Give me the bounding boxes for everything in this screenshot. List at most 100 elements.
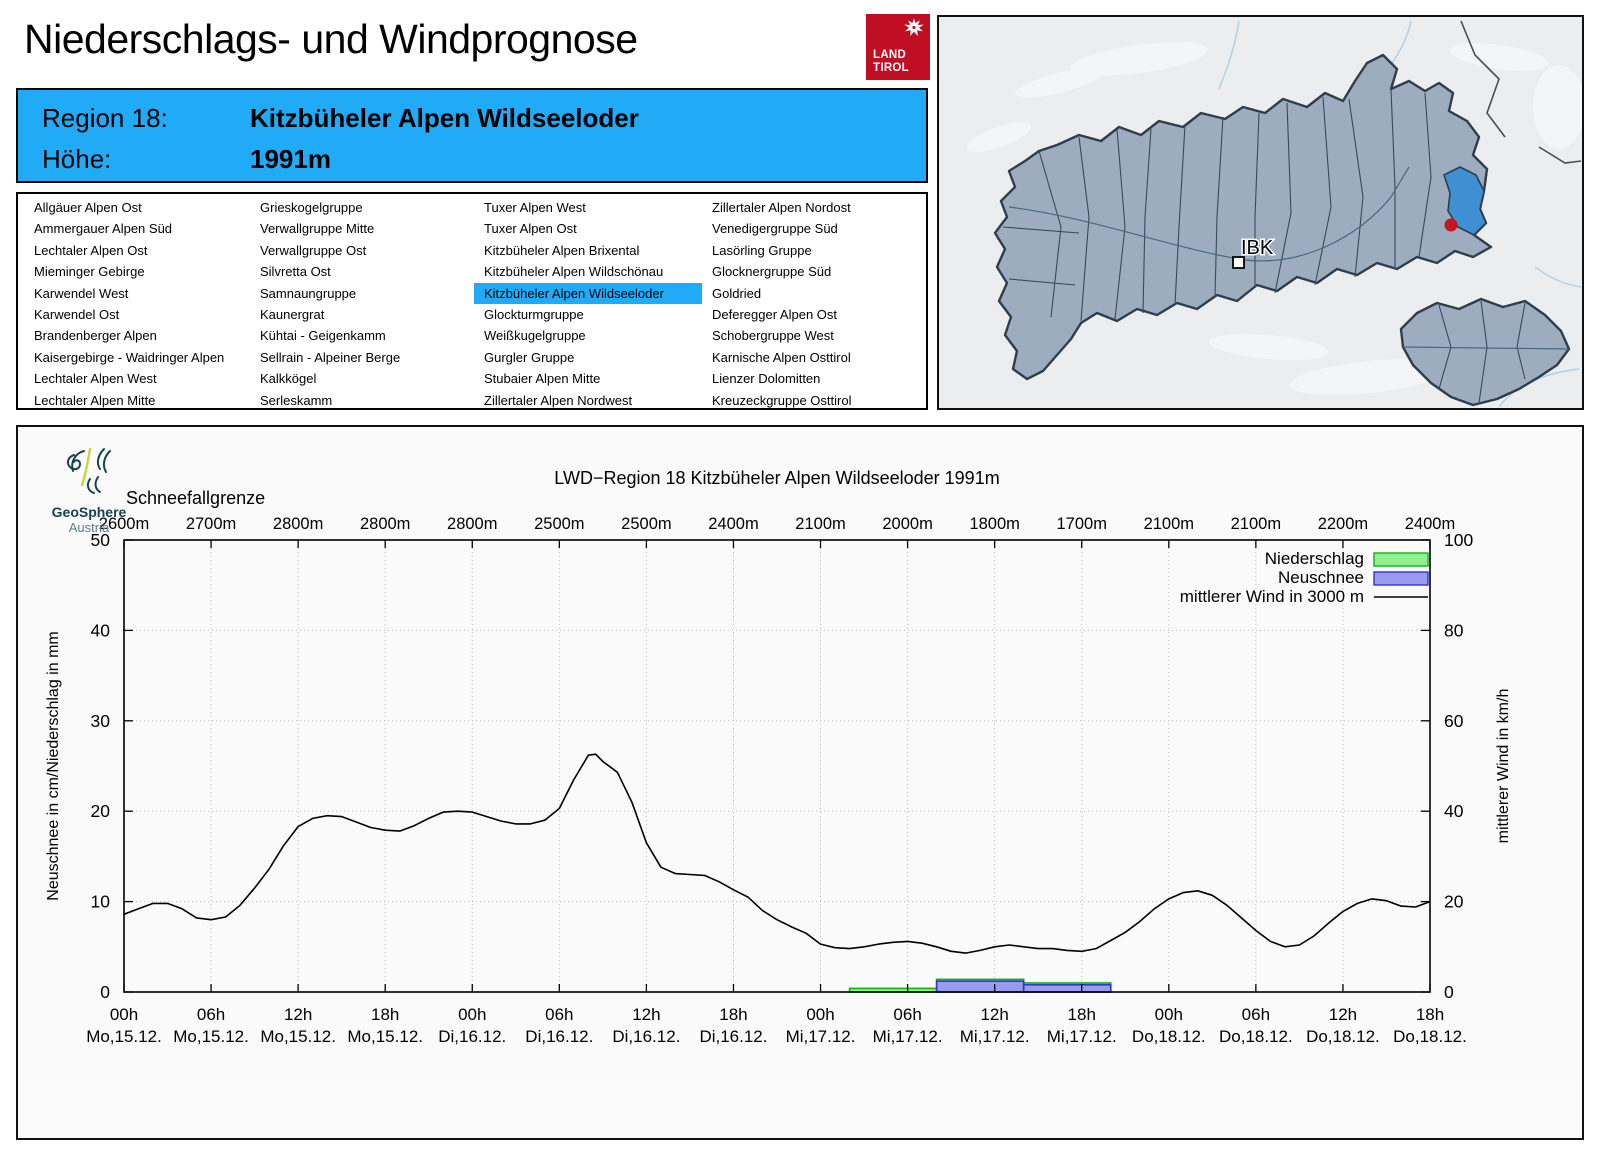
y-axis-left-tick-label: 0 [100,982,110,1002]
region-list-item[interactable]: Kitzbüheler Alpen Wildschönau [484,264,664,280]
region-list-item[interactable]: Weißkugelgruppe [484,328,586,344]
y-axis-left-tick-label: 50 [91,530,111,550]
y-axis-right-tick-label: 80 [1444,620,1464,640]
region-list-item[interactable]: Kaunergrat [260,306,325,322]
x-axis-hour-label: 00h [806,1005,834,1024]
region-list-item[interactable]: Silvretta Ost [260,264,331,280]
x-axis-hour-label: 06h [197,1005,225,1024]
region-list-item[interactable]: Kalkkögel [260,371,317,387]
region-list-item[interactable]: Lechtaler Alpen Ost [34,242,148,258]
x-axis-hour-label: 00h [458,1005,486,1024]
x-axis-hour-label: 06h [893,1005,921,1024]
region-list-item[interactable]: Tuxer Alpen West [484,200,586,215]
x-axis-hour-label: 06h [545,1005,573,1024]
region-list-item[interactable]: Karwendel Ost [34,306,120,322]
region-list-item[interactable]: Schobergruppe West [712,328,834,344]
map-region-highlighted [1443,166,1487,236]
region-list-item[interactable]: Mieminger Gebirge [34,264,145,280]
region-list-item[interactable]: Kreuzeckgruppe Osttirol [712,392,852,408]
region-list-item[interactable]: Goldried [712,285,762,301]
y-axis-left-tick-label: 10 [91,892,111,912]
legend-label: Neuschnee [1278,568,1364,587]
legend-swatch-niederschlag [1373,552,1429,567]
region-label: Region 18: [42,103,168,133]
snowline-value: 2100m [1144,515,1194,533]
region-list-item[interactable]: Tuxer Alpen Ost [484,221,577,237]
region-list-item[interactable]: Verwallgruppe Mitte [260,221,375,237]
region-list-item[interactable]: Lasörling Gruppe [712,242,812,258]
snowline-value: 2500m [621,515,671,533]
region-list-item[interactable]: Deferegger Alpen Ost [712,306,838,322]
region-list-item[interactable]: Karnische Alpen Osttirol [712,349,851,365]
geosphere-logo: GeoSphere Austria [34,445,144,535]
snowline-value: 2800m [360,515,410,533]
region-list-item[interactable]: Lechtaler Alpen West [34,371,157,387]
region-name: Kitzbüheler Alpen Wildseeloder [250,103,639,133]
region-list-item[interactable]: Stubaier Alpen Mitte [484,371,601,387]
snowline-value: 1700m [1057,515,1107,533]
forecast-chart-panel: GeoSphere Austria LWD−Region 18 Kitzbühe… [16,425,1584,1140]
region-list-item[interactable]: Serleskamm [260,392,333,408]
region-list-item[interactable]: Lechtaler Alpen Mitte [34,392,156,408]
region-header-box: Region 18: Kitzbüheler Alpen Wildseelode… [16,88,928,183]
y-axis-right-tick-label: 40 [1444,801,1464,821]
region-list-item[interactable]: Grieskogelgruppe [260,200,363,215]
snowline-label: Schneefallgrenze [126,488,265,508]
region-list-item[interactable]: Verwallgruppe Ost [260,242,367,258]
x-axis-hour-label: 06h [1242,1005,1270,1024]
region-list-item-selected[interactable]: Kitzbüheler Alpen Wildseeloder [474,282,702,304]
tirol-eagle-icon [904,18,924,36]
tirol-map: IBK [937,15,1585,410]
wind-line [123,753,1431,954]
x-axis-date-label: Mi,17.12. [960,1027,1030,1046]
region-list-item[interactable]: Glockturmgruppe [484,306,584,322]
y-axis-right-tick-label: 100 [1444,530,1473,550]
region-list-item[interactable]: Ammergauer Alpen Süd [34,221,173,237]
region-list-item[interactable]: Brandenberger Alpen [34,328,157,344]
x-axis-hour-label: 18h [1068,1005,1096,1024]
region-list-item[interactable]: Samnaungruppe [260,285,357,301]
ibk-marker [1232,256,1245,269]
land-tirol-logo: LAND TIROL [866,14,930,80]
snowline-value: 2100m [795,515,845,533]
region-list-item[interactable]: Venedigergruppe Süd [712,221,838,237]
x-axis-hour-label: 18h [1416,1005,1444,1024]
region-list-box: Allgäuer Alpen Ost Ammergauer Alpen Süd Le… [16,192,928,410]
region-list-item[interactable]: Kühtai - Geigenkamm [260,328,386,344]
y-axis-left-tick-label: 40 [91,620,111,640]
x-axis-date-label: Mo,15.12. [86,1027,162,1046]
y-axis-right-title: mittlerer Wind in km/h [1495,689,1512,844]
x-axis-date-label: Mi,17.12. [873,1027,943,1046]
region-list-item[interactable]: Glocknergruppe Süd [712,264,832,280]
tirol-logo-line1: LAND [873,49,907,61]
region-list-item[interactable]: Sellrain - Alpeiner Berge [260,349,401,365]
x-axis-hour-label: 18h [371,1005,399,1024]
region-list-item[interactable]: Lienzer Dolomitten [712,371,821,387]
map-region [993,53,1493,381]
snowline-value: 2800m [273,515,323,533]
geosphere-name: GeoSphere [51,504,127,520]
y-axis-left-tick-label: 20 [91,801,111,821]
region-list-item[interactable]: Kaisergebirge - Waidringer Alpen [34,349,225,365]
legend-swatch-neuschnee [1373,571,1429,586]
region-list-item[interactable]: Karwendel West [34,285,129,301]
x-axis-date-label: Mo,15.12. [260,1027,336,1046]
x-axis-date-label: Di,16.12. [525,1027,593,1046]
x-axis-hour-label: 12h [284,1005,312,1024]
map-region-north-tyrol [993,53,1493,381]
region-list-item[interactable]: Gurgler Gruppe [484,349,575,365]
x-axis-hour-label: 00h [110,1005,138,1024]
region-list-item[interactable]: Allgäuer Alpen Ost [34,200,142,215]
snowline-value: 2100m [1231,515,1281,533]
snowline-value: 2500m [534,515,584,533]
region-list-item[interactable]: Zillertaler Alpen Nordost [712,200,851,215]
snowline-value: 2000m [882,515,932,533]
tirol-logo-line2: TIROL [873,61,909,74]
map-internal-borders [1002,88,1432,322]
x-axis-date-label: Mi,17.12. [786,1027,856,1046]
region-list-item[interactable]: Kitzbüheler Alpen Brixental [484,242,640,258]
region-list-item[interactable]: Zillertaler Alpen Nordwest [484,392,633,408]
location-marker [1444,218,1458,232]
snow-bar [1022,983,1112,993]
